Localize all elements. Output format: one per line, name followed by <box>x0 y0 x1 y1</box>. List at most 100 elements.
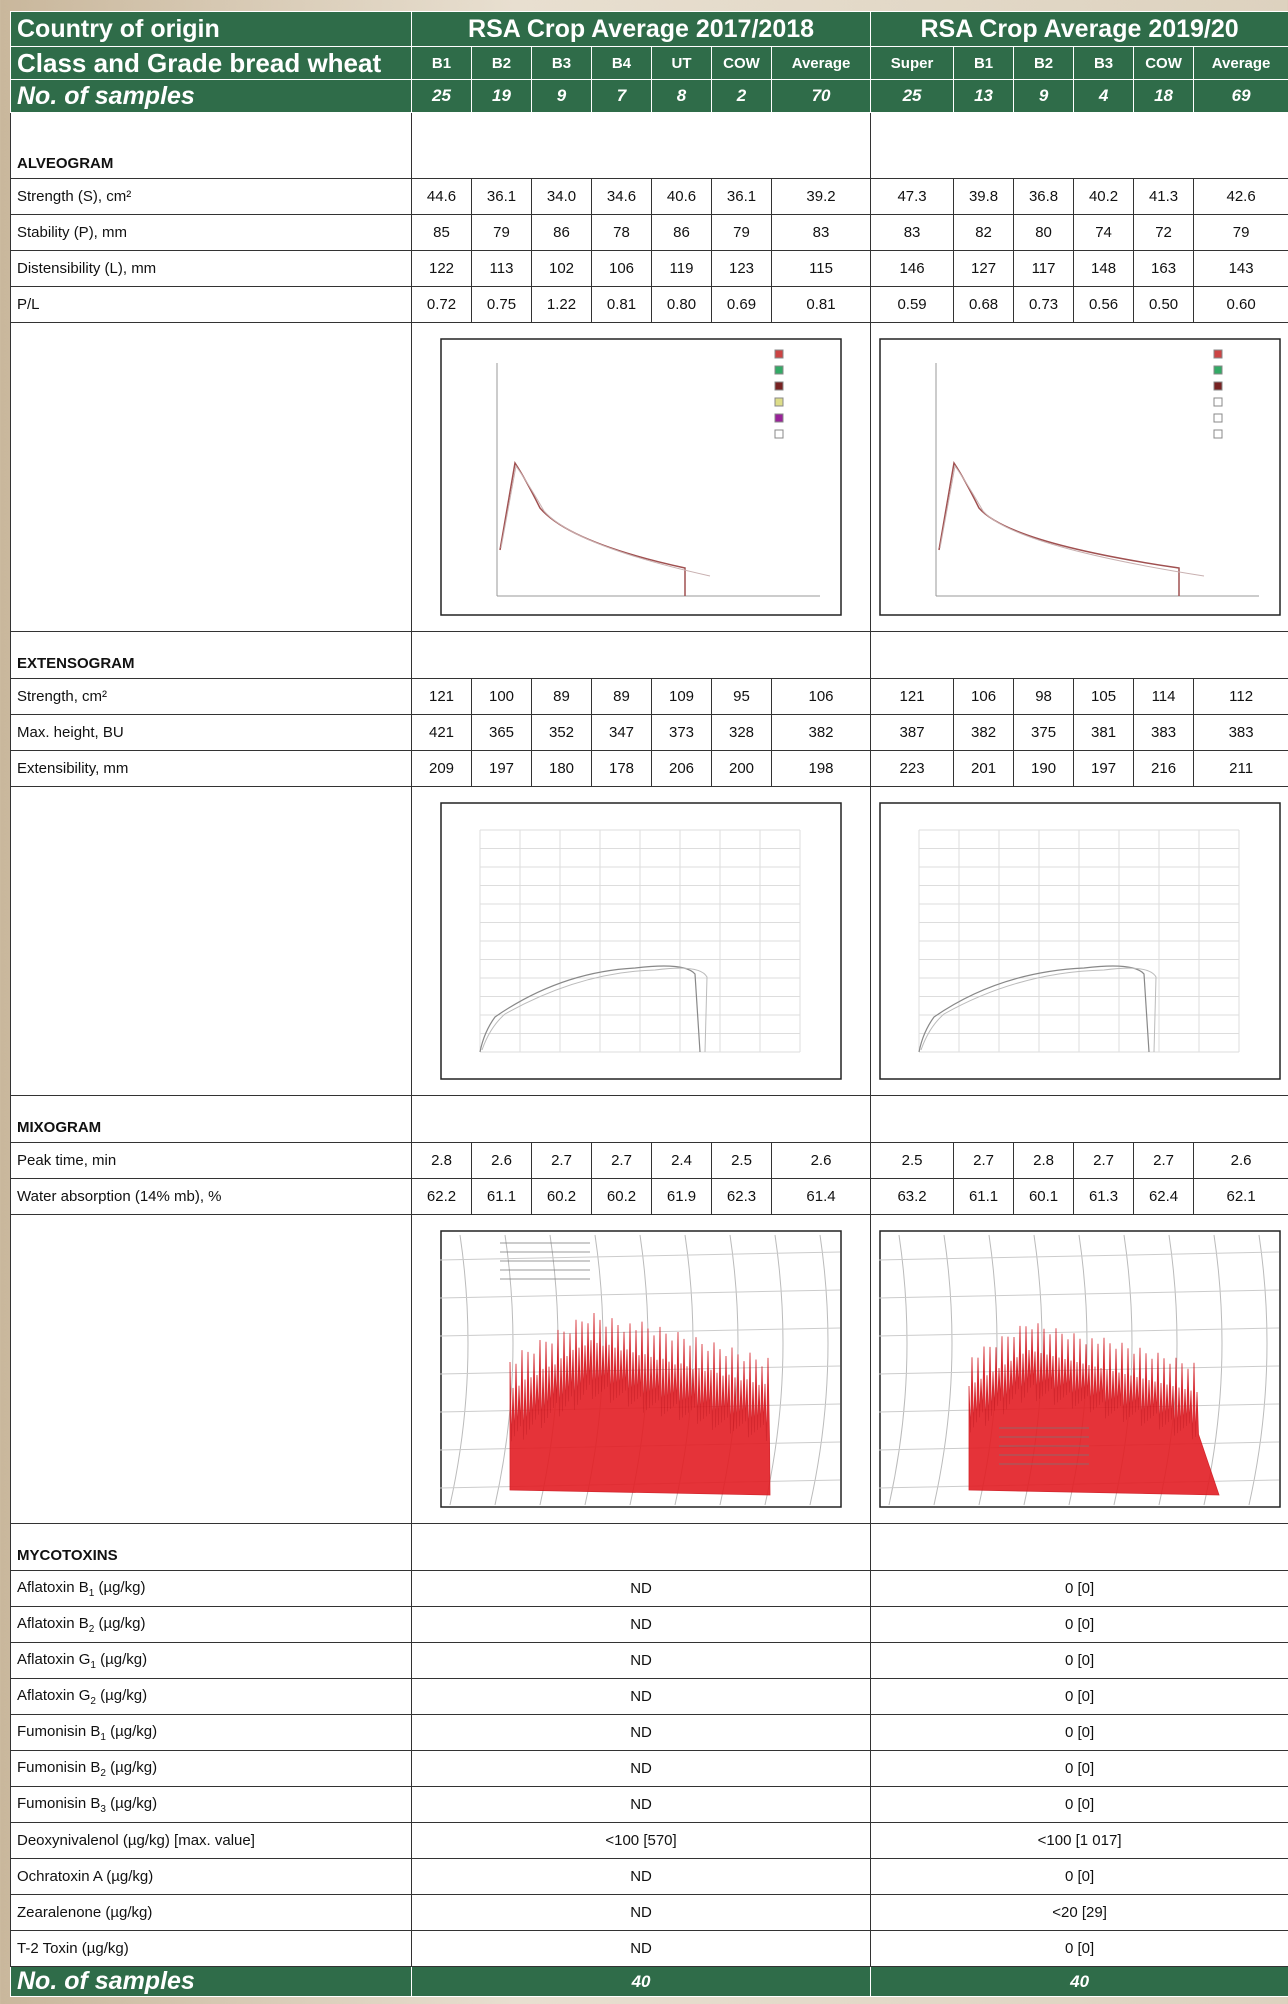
value-cell: 2.6 <box>1194 1143 1288 1179</box>
section-title: MIXOGRAM <box>11 1096 412 1143</box>
row-label: Aflatoxin B2 (µg/kg) <box>11 1607 412 1643</box>
empty-cell <box>11 323 412 632</box>
value-cell: 113 <box>472 251 532 287</box>
value-cell: 2.4 <box>652 1143 712 1179</box>
value-cell: 117 <box>1014 251 1074 287</box>
value-cell: 347 <box>592 715 652 751</box>
row-label: T-2 Toxin (µg/kg) <box>11 1931 412 1967</box>
toxin-subscript: 2 <box>90 1696 96 1707</box>
rect-shape <box>1214 382 1222 390</box>
row-label: Ochratoxin A (µg/kg) <box>11 1859 412 1895</box>
value-cell: 0 [0] <box>871 1643 1288 1679</box>
value-cell: 197 <box>472 751 532 787</box>
value-cell: 0 [0] <box>871 1751 1288 1787</box>
value-cell: 80 <box>1014 215 1074 251</box>
toxin-unit: (µg/kg) <box>98 1579 145 1596</box>
image-cell <box>412 323 871 632</box>
value-cell: 0 [0] <box>871 1571 1288 1607</box>
table-row <box>11 323 1288 632</box>
sample-count: 4 <box>1074 80 1134 113</box>
value-cell: 0.81 <box>772 287 871 323</box>
rect-shape <box>1214 414 1222 422</box>
value-cell: 2.6 <box>472 1143 532 1179</box>
row-label: Stability (P), mm <box>11 215 412 251</box>
row-label: Water absorption (14% mb), % <box>11 1179 412 1215</box>
toxin-name: Aflatoxin B <box>17 1579 89 1596</box>
value-cell: 34.0 <box>532 179 592 215</box>
toxin-name: Ochratoxin A (µg/kg) <box>17 1868 153 1885</box>
toxin-name: Fumonisin B <box>17 1759 100 1776</box>
header-label: No. of samples <box>11 80 412 113</box>
toxin-unit: (µg/kg) <box>110 1723 157 1740</box>
value-cell: 86 <box>652 215 712 251</box>
group-title: RSA Crop Average 2017/2018 <box>412 12 871 47</box>
value-cell: 0.72 <box>412 287 472 323</box>
header-label: Class and Grade bread wheat <box>11 47 412 80</box>
value-cell: 106 <box>954 679 1014 715</box>
rect-shape <box>1214 398 1222 406</box>
mixogram-image <box>440 1230 842 1508</box>
column-header: COW <box>1134 47 1194 80</box>
value-cell: 114 <box>1134 679 1194 715</box>
sample-count: 70 <box>772 80 871 113</box>
empty-cell <box>412 113 871 179</box>
value-cell: 382 <box>772 715 871 751</box>
value-cell: 60.1 <box>1014 1179 1074 1215</box>
value-cell: ND <box>412 1859 871 1895</box>
column-header: B2 <box>472 47 532 80</box>
image-cell <box>871 1215 1288 1524</box>
value-cell: 143 <box>1194 251 1288 287</box>
value-cell: 89 <box>532 679 592 715</box>
column-header: B1 <box>412 47 472 80</box>
value-cell: 115 <box>772 251 871 287</box>
row-label: P/L <box>11 287 412 323</box>
value-cell: 0 [0] <box>871 1931 1288 1967</box>
toxin-subscript: 1 <box>89 1588 95 1599</box>
rect-shape <box>775 414 783 422</box>
value-cell: 0 [0] <box>871 1859 1288 1895</box>
value-cell: 74 <box>1074 215 1134 251</box>
row-label: Strength (S), cm² <box>11 179 412 215</box>
value-cell: 0 [0] <box>871 1679 1288 1715</box>
image-cell <box>871 787 1288 1096</box>
column-header: B3 <box>532 47 592 80</box>
empty-cell <box>871 113 1288 179</box>
page-body: Country of originRSA Crop Average 2017/2… <box>0 0 1288 2004</box>
table-row: Extensibility, mm20919718017820620019822… <box>11 751 1288 787</box>
rect-shape <box>1214 350 1222 358</box>
value-cell: 382 <box>954 715 1014 751</box>
value-cell: 190 <box>1014 751 1074 787</box>
value-cell: 197 <box>1074 751 1134 787</box>
column-header: COW <box>712 47 772 80</box>
toxin-subscript: 1 <box>90 1660 96 1671</box>
table-row: Aflatoxin G1 (µg/kg)ND0 [0] <box>11 1643 1288 1679</box>
value-cell: 178 <box>592 751 652 787</box>
empty-cell <box>11 1215 412 1524</box>
value-cell: 100 <box>472 679 532 715</box>
value-cell: 206 <box>652 751 712 787</box>
value-cell: 1.22 <box>532 287 592 323</box>
row-label: Aflatoxin G2 (µg/kg) <box>11 1679 412 1715</box>
value-cell: 62.2 <box>412 1179 472 1215</box>
value-cell: 79 <box>712 215 772 251</box>
value-cell: 163 <box>1134 251 1194 287</box>
footer-label: No. of samples <box>11 1967 412 1997</box>
value-cell: ND <box>412 1607 871 1643</box>
table-row: Fumonisin B3 (µg/kg)ND0 [0] <box>11 1787 1288 1823</box>
rect-shape <box>775 382 783 390</box>
rect-shape <box>775 398 783 406</box>
value-cell: 62.4 <box>1134 1179 1194 1215</box>
toxin-name: Deoxynivalenol (µg/kg) [max. value] <box>17 1832 255 1849</box>
column-header: B3 <box>1074 47 1134 80</box>
sample-count: 13 <box>954 80 1014 113</box>
table-row: EXTENSOGRAM <box>11 632 1288 679</box>
value-cell: 62.3 <box>712 1179 772 1215</box>
value-cell: 72 <box>1134 215 1194 251</box>
value-cell: 2.8 <box>1014 1143 1074 1179</box>
column-header: UT <box>652 47 712 80</box>
